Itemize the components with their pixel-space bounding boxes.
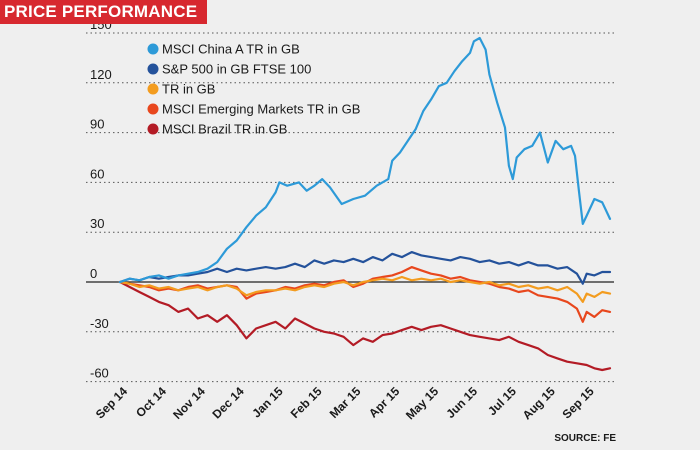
chart-title-bar: PRICE PERFORMANCE bbox=[0, 0, 208, 24]
legend-marker bbox=[147, 103, 159, 115]
source-note: SOURCE: FE bbox=[554, 433, 616, 444]
x-tick-label: Jul 15 bbox=[485, 384, 519, 418]
legend-label: MSCI Brazil TR in GB bbox=[162, 122, 287, 137]
x-tick-label: Nov 14 bbox=[170, 384, 208, 422]
x-tick-label: May 15 bbox=[403, 384, 441, 422]
x-tick-label: Dec 14 bbox=[210, 384, 247, 421]
legend-label: MSCI Emerging Markets TR in GB bbox=[162, 102, 360, 117]
y-tick-label: 60 bbox=[90, 166, 104, 181]
y-tick-label: 0 bbox=[90, 266, 97, 281]
x-axis-ticks: Sep 14 Oct 14 Nov 14 Dec 14 Jan 15 Feb 15 Mar … bbox=[93, 384, 597, 422]
legend-marker bbox=[147, 83, 159, 95]
x-tick-label: Apr 15 bbox=[366, 384, 403, 421]
legend: MSCI China A TR in GB S&P 500 in GB FTSE … bbox=[147, 42, 360, 137]
y-tick-label: 30 bbox=[90, 216, 104, 231]
legend-label: MSCI China A TR in GB bbox=[162, 42, 300, 57]
legend-label: TR in GB bbox=[162, 82, 215, 97]
x-tick-label: Sep 15 bbox=[560, 384, 597, 421]
x-tick-label: Aug 15 bbox=[520, 384, 558, 422]
y-tick-label: -30 bbox=[90, 316, 109, 331]
y-tick-label: -60 bbox=[90, 366, 109, 381]
series-line-2 bbox=[118, 275, 612, 303]
legend-marker bbox=[147, 43, 159, 55]
x-tick-label: Jun 15 bbox=[443, 384, 480, 421]
legend-marker bbox=[147, 123, 159, 135]
legend-marker bbox=[147, 63, 159, 75]
series-line-4 bbox=[118, 280, 612, 372]
x-tick-label: Mar 15 bbox=[327, 384, 364, 421]
x-tick-label: Oct 14 bbox=[133, 384, 169, 420]
x-tick-label: Jan 15 bbox=[249, 384, 286, 421]
y-tick-label: 90 bbox=[90, 117, 104, 132]
x-tick-label: Sep 14 bbox=[93, 384, 130, 421]
legend-label: S&P 500 in GB FTSE 100 bbox=[162, 62, 311, 77]
series-line-3 bbox=[118, 266, 612, 323]
series-lines bbox=[118, 36, 612, 372]
x-tick-label: Feb 15 bbox=[288, 384, 325, 421]
series-line-0 bbox=[118, 36, 612, 284]
gridlines bbox=[86, 32, 614, 383]
chart-title: PRICE PERFORMANCE bbox=[4, 2, 198, 21]
series-line-1 bbox=[118, 251, 612, 285]
y-tick-label: 120 bbox=[90, 67, 112, 82]
